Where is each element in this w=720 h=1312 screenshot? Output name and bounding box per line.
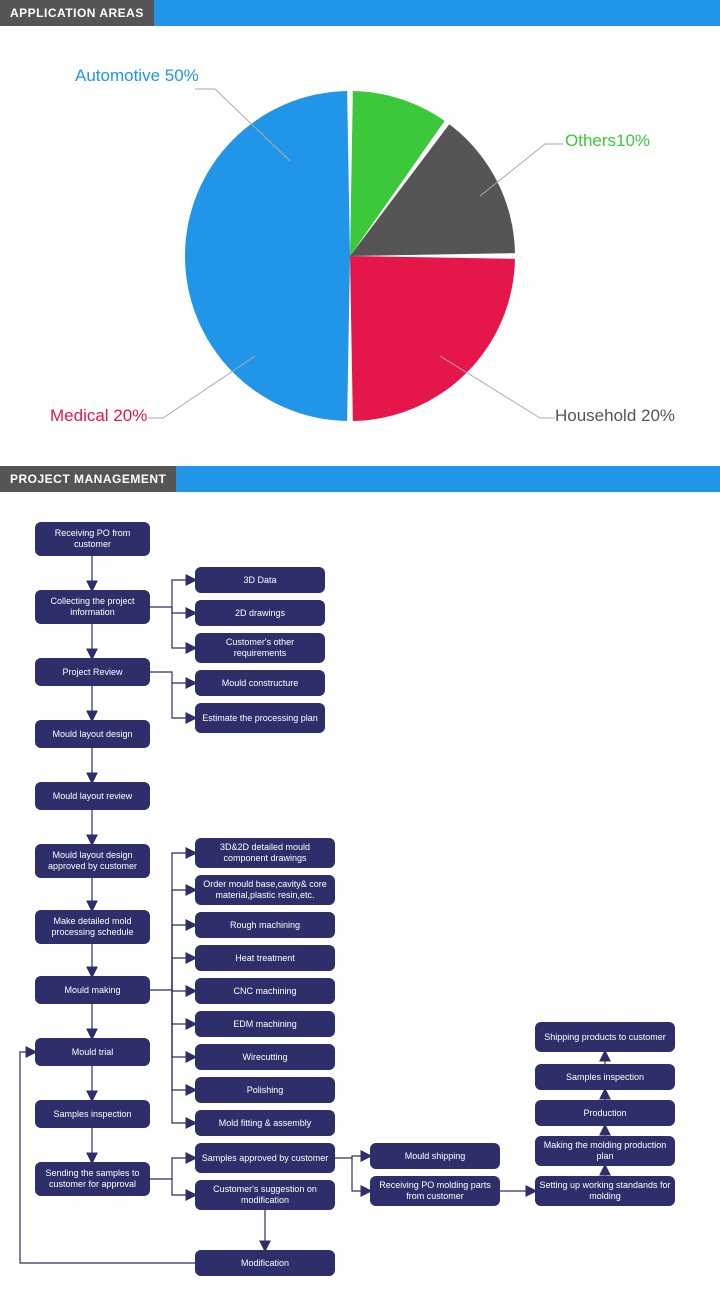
flow-node: Mould layout design approved by customer [35,844,150,878]
pie-label: Household 20% [555,406,675,426]
section-header-application-areas: APPLICATION AREAS [0,0,720,26]
flow-edge [172,890,195,990]
flow-node: Customer's suggestion on modification [195,1180,335,1210]
flow-edge [150,672,195,683]
flow-node: 2D drawings [195,600,325,626]
section-title: APPLICATION AREAS [0,0,154,26]
pie-label: Automotive 50% [75,66,199,86]
pie-slice [350,256,515,421]
flow-edge [172,958,195,990]
flow-edge [150,1158,195,1179]
flow-node: Making the molding production plan [535,1136,675,1166]
pie-slice [185,91,350,421]
flow-node: Mould trial [35,1038,150,1066]
flow-node: Mould layout review [35,782,150,810]
pie-label: Medical 20% [50,406,147,426]
section-header-project-management: PROJECT MANAGEMENT [0,466,720,492]
flow-node: Make detailed mold processing schedule [35,910,150,944]
flow-node: 3D Data [195,567,325,593]
section-title: PROJECT MANAGEMENT [0,466,176,492]
flow-node: Collecting the project information [35,590,150,624]
flow-node: 3D&2D detailed mould component drawings [195,838,335,868]
flow-edge [172,990,195,1024]
pie-svg [0,26,720,466]
flow-node: Receiving PO from customer [35,522,150,556]
flow-node: Sending the samples to customer for appr… [35,1162,150,1196]
pie-label: Others10% [565,131,650,151]
flow-edge [172,1179,195,1195]
flow-node: Samples approved by customer [195,1143,335,1173]
flow-edge [150,580,195,607]
flow-edge [172,683,195,718]
flow-node: Order mould base,cavity& core material,p… [195,875,335,905]
pie-chart: Automotive 50% Others10% Household 20% Medi… [0,26,720,466]
flow-node: Samples inspection [35,1100,150,1128]
flowchart: Receiving PO from customer Collecting the… [0,492,720,1312]
flow-node: Heat treatment [195,945,335,971]
flow-node: Mould constructure [195,670,325,696]
flow-node: Mould making [35,976,150,1004]
flow-node: Modification [195,1250,335,1276]
flow-node: Customer's other requirements [195,633,325,663]
flow-node: CNC machining [195,978,335,1004]
flow-node: Shipping products to customer [535,1022,675,1052]
flow-node: Samples inspection [535,1064,675,1090]
flow-node: Receiving PO molding parts from customer [370,1176,500,1206]
flow-node: Project Review [35,658,150,686]
flow-node: Rough machining [195,912,335,938]
flow-node: EDM machining [195,1011,335,1037]
flow-node: Mould layout design [35,720,150,748]
flow-edge [172,990,195,1090]
flow-node: Wirecutting [195,1044,335,1070]
flow-node: Mould shipping [370,1143,500,1169]
flow-edge [20,1052,195,1263]
flow-edge [352,1158,370,1191]
flow-edge [172,607,195,613]
flow-edge [335,1156,370,1158]
flow-node: Production [535,1100,675,1126]
flow-node: Polishing [195,1077,335,1103]
flow-node: Mold fitting & assembly [195,1110,335,1136]
flow-edge [172,990,195,991]
flow-node: Setting up working standands for molding [535,1176,675,1206]
flow-node: Estimate the processing plan [195,703,325,733]
